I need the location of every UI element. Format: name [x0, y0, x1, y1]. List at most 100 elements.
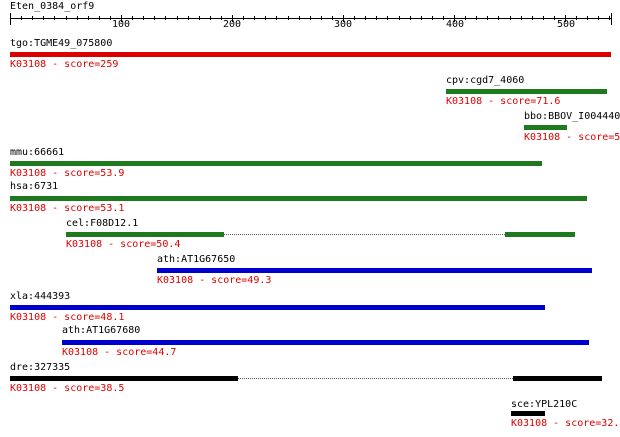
- ruler-minor-tick: [432, 16, 433, 20]
- ruler-minor-tick: [321, 16, 322, 20]
- alignment-bar[interactable]: [10, 376, 238, 381]
- ruler-tick-label: 200: [223, 19, 242, 30]
- ruler-minor-tick: [32, 16, 33, 20]
- hit-name-link[interactable]: cel:F08D12.1: [66, 218, 139, 229]
- hit-score-label: K03108 - score=38.5: [10, 383, 125, 394]
- alignment-gap-line: [224, 234, 505, 235]
- ruler-minor-tick: [376, 16, 377, 20]
- ruler-minor-tick: [210, 16, 211, 20]
- alignment-bar[interactable]: [10, 161, 542, 166]
- hit-score-label: K03108 - score=32.: [511, 418, 620, 429]
- alignment-bar[interactable]: [513, 376, 602, 381]
- hit-name-link[interactable]: ath:AT1G67680: [62, 325, 141, 336]
- ruler-tick-label: 500: [557, 19, 576, 30]
- ruler-minor-tick: [476, 16, 477, 20]
- hit-name-link[interactable]: bbo:BBOV_I004440: [524, 111, 620, 122]
- ruler-minor-tick: [598, 16, 599, 20]
- hit-score-label: K03108 - score=259: [10, 59, 119, 70]
- ruler-tick-label: 100: [112, 19, 131, 30]
- alignment-bar[interactable]: [66, 232, 224, 237]
- alignment-bar[interactable]: [524, 125, 567, 130]
- ruler-minor-tick: [410, 16, 411, 20]
- hit-name-link[interactable]: ath:AT1G67650: [157, 254, 236, 265]
- ruler-minor-tick: [299, 16, 300, 20]
- hit-score-label: K03108 - score=49.3: [157, 275, 272, 286]
- ruler-minor-tick: [188, 16, 189, 20]
- alignment-bar[interactable]: [157, 268, 592, 273]
- ruler-minor-tick: [465, 16, 466, 20]
- ruler-minor-tick: [143, 16, 144, 20]
- ruler-minor-tick: [276, 16, 277, 20]
- ruler-minor-tick: [365, 16, 366, 20]
- ruler-minor-tick: [510, 16, 511, 20]
- ruler-major-tick: [121, 15, 122, 22]
- ruler-minor-tick: [221, 16, 222, 20]
- ruler-major-tick: [565, 15, 566, 22]
- ruler-minor-tick: [132, 16, 133, 20]
- ruler-minor-tick: [88, 16, 89, 20]
- ruler-minor-tick: [543, 16, 544, 20]
- hit-name-link[interactable]: dre:327335: [10, 362, 71, 373]
- ruler-minor-tick: [332, 16, 333, 20]
- ruler-minor-tick: [21, 16, 22, 20]
- ruler-start-tick: [10, 13, 11, 25]
- hit-name-link[interactable]: sce:YPL210C: [511, 399, 578, 410]
- hit-score-label: K03108 - score=50.4: [66, 239, 181, 250]
- ruler-minor-tick: [254, 16, 255, 20]
- ruler-minor-tick: [265, 16, 266, 20]
- ruler-minor-tick: [199, 16, 200, 20]
- ruler-axis: [10, 18, 612, 19]
- alignment-bar[interactable]: [10, 305, 545, 310]
- ruler-minor-tick: [154, 16, 155, 20]
- ruler-minor-tick: [399, 16, 400, 20]
- alignment-bar[interactable]: [446, 89, 607, 94]
- ruler-tick-label: 300: [334, 19, 353, 30]
- ruler-minor-tick: [99, 16, 100, 20]
- hit-name-link[interactable]: hsa:6731: [10, 181, 59, 192]
- ruler-minor-tick: [521, 16, 522, 20]
- ruler-tick-label: 400: [446, 19, 465, 30]
- alignment-bar[interactable]: [505, 232, 575, 237]
- ruler-minor-tick: [576, 16, 577, 20]
- ruler-minor-tick: [310, 16, 311, 20]
- ruler-minor-tick: [421, 16, 422, 20]
- alignment-bar[interactable]: [62, 340, 589, 345]
- ruler-minor-tick: [532, 16, 533, 20]
- ruler-minor-tick: [43, 16, 44, 20]
- ruler-minor-tick: [165, 16, 166, 20]
- ruler-minor-tick: [288, 16, 289, 20]
- hit-score-label: K03108 - score=5: [524, 132, 620, 143]
- ruler-minor-tick: [387, 16, 388, 20]
- ruler-minor-tick: [66, 16, 67, 20]
- alignment-bar[interactable]: [511, 411, 545, 416]
- alignment-bar[interactable]: [10, 52, 611, 57]
- hit-score-label: K03108 - score=53.1: [10, 203, 125, 214]
- query-title: Eten_0384_orf9: [10, 1, 95, 12]
- ruler-minor-tick: [587, 16, 588, 20]
- ruler-minor-tick: [54, 16, 55, 20]
- hit-name-link[interactable]: cpv:cgd7_4060: [446, 75, 525, 86]
- ruler-minor-tick: [243, 16, 244, 20]
- ruler-minor-tick: [110, 16, 111, 20]
- hit-score-label: K03108 - score=48.1: [10, 312, 125, 323]
- hit-score-label: K03108 - score=44.7: [62, 347, 177, 358]
- alignment-bar[interactable]: [10, 196, 587, 201]
- ruler-major-tick: [454, 15, 455, 22]
- ruler-minor-tick: [487, 16, 488, 20]
- hit-name-link[interactable]: tgo:TGME49_075800: [10, 38, 113, 49]
- ruler-minor-tick: [77, 16, 78, 20]
- ruler-minor-tick: [498, 16, 499, 20]
- ruler-minor-tick: [609, 16, 610, 20]
- hit-score-label: K03108 - score=71.6: [446, 96, 561, 107]
- ruler-major-tick: [343, 15, 344, 22]
- hit-score-label: K03108 - score=53.9: [10, 168, 125, 179]
- ruler-minor-tick: [177, 16, 178, 20]
- ruler-minor-tick: [354, 16, 355, 20]
- alignment-gap-line: [238, 378, 513, 379]
- ruler-end-tick: [611, 13, 612, 25]
- ruler-major-tick: [232, 15, 233, 22]
- ruler-minor-tick: [443, 16, 444, 20]
- hit-name-link[interactable]: mmu:66661: [10, 147, 65, 158]
- hit-name-link[interactable]: xla:444393: [10, 291, 71, 302]
- ruler-minor-tick: [554, 16, 555, 20]
